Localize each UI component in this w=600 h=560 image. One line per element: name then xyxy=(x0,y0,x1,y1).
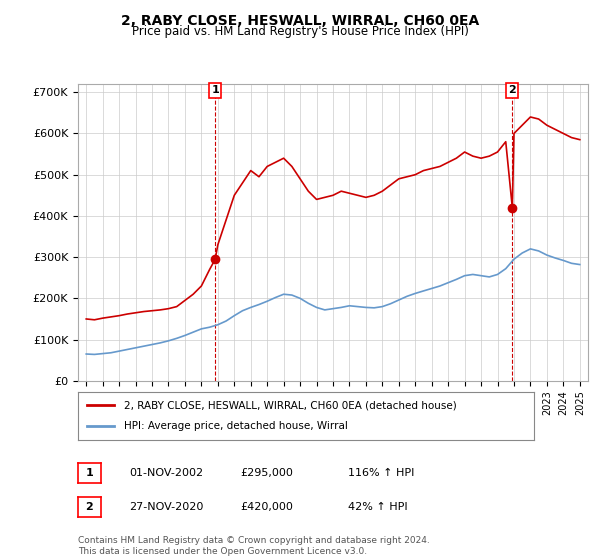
Text: Contains HM Land Registry data © Crown copyright and database right 2024.
This d: Contains HM Land Registry data © Crown c… xyxy=(78,536,430,556)
Text: HPI: Average price, detached house, Wirral: HPI: Average price, detached house, Wirr… xyxy=(124,421,347,431)
Text: 1: 1 xyxy=(86,468,93,478)
Text: 2, RABY CLOSE, HESWALL, WIRRAL, CH60 0EA: 2, RABY CLOSE, HESWALL, WIRRAL, CH60 0EA xyxy=(121,14,479,28)
Text: 2: 2 xyxy=(86,502,93,512)
Text: 27-NOV-2020: 27-NOV-2020 xyxy=(129,502,203,512)
Text: 116% ↑ HPI: 116% ↑ HPI xyxy=(348,468,415,478)
Text: 42% ↑ HPI: 42% ↑ HPI xyxy=(348,502,407,512)
Text: 01-NOV-2002: 01-NOV-2002 xyxy=(129,468,203,478)
Text: 1: 1 xyxy=(211,86,219,96)
Text: £420,000: £420,000 xyxy=(240,502,293,512)
Text: 2: 2 xyxy=(508,86,516,96)
Text: Price paid vs. HM Land Registry's House Price Index (HPI): Price paid vs. HM Land Registry's House … xyxy=(131,25,469,38)
Text: £295,000: £295,000 xyxy=(240,468,293,478)
Text: 2, RABY CLOSE, HESWALL, WIRRAL, CH60 0EA (detached house): 2, RABY CLOSE, HESWALL, WIRRAL, CH60 0EA… xyxy=(124,400,457,410)
